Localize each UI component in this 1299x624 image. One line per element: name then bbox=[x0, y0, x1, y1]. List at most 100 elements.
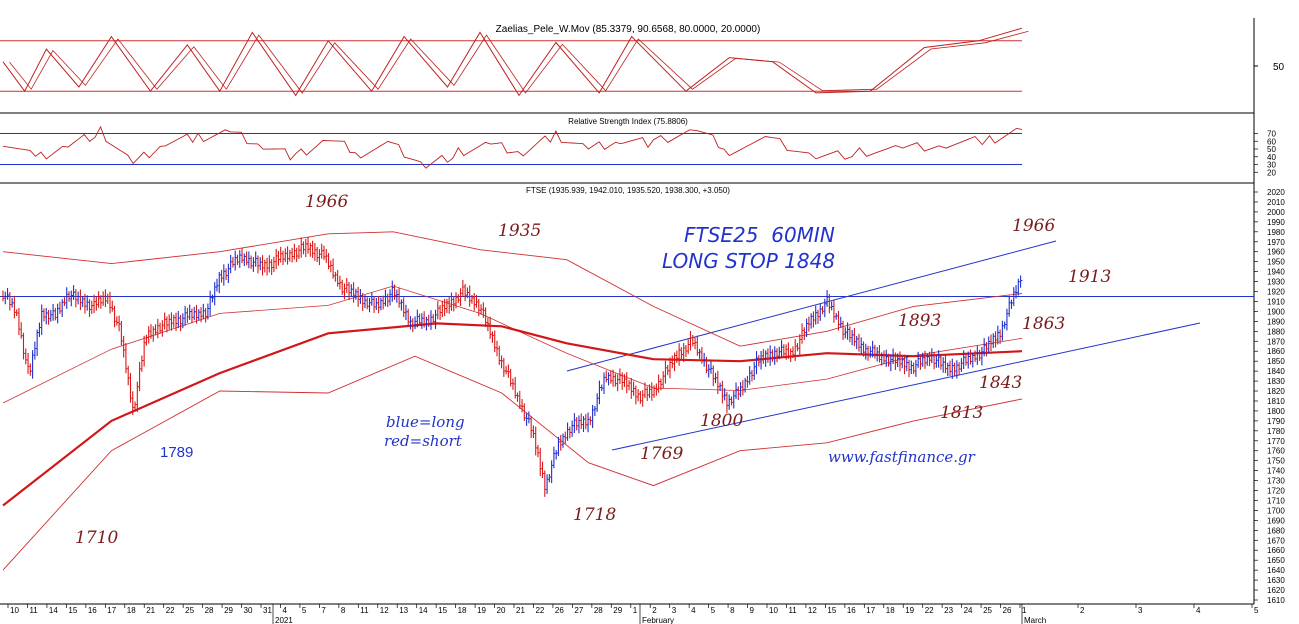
price-tick-label: 1950 bbox=[1267, 258, 1285, 267]
axes: 1610162016301640165016601670168016901700… bbox=[7, 62, 1285, 624]
x-tick-label: 8 bbox=[730, 606, 735, 615]
x-tick-label: 25 bbox=[185, 606, 194, 615]
x-tick-label: 30 bbox=[244, 606, 253, 615]
x-tick-label: 26 bbox=[555, 606, 564, 615]
x-tick-label: 4 bbox=[1196, 606, 1201, 615]
x-tick-label: 14 bbox=[419, 606, 428, 615]
x-tick-label: 24 bbox=[964, 606, 973, 615]
price-tick-label: 1970 bbox=[1267, 238, 1285, 247]
price-tick-label: 1810 bbox=[1267, 397, 1285, 406]
annotation-1800: 1800 bbox=[700, 411, 743, 431]
price-tick-label: 1750 bbox=[1267, 457, 1285, 466]
channel-upper-line bbox=[566, 240, 1057, 372]
x-tick-label: 11 bbox=[360, 606, 369, 615]
legend-red-short: red=short bbox=[384, 432, 463, 450]
x-tick-label: 17 bbox=[107, 606, 116, 615]
price-tick-label: 1930 bbox=[1267, 278, 1285, 287]
x-tick-label: 31 bbox=[263, 606, 272, 615]
frames bbox=[0, 18, 1255, 605]
x-tick-label: 1 bbox=[633, 606, 638, 615]
website-label: www.fastfinance.gr bbox=[828, 448, 976, 466]
price-tick-label: 1820 bbox=[1267, 387, 1285, 396]
x-tick-label: 19 bbox=[905, 606, 914, 615]
rsi-line bbox=[2, 125, 1023, 169]
x-tick-label: 4 bbox=[691, 606, 696, 615]
x-tick-label: 2 bbox=[652, 606, 657, 615]
x-tick-label: 7 bbox=[321, 606, 326, 615]
band-inner bbox=[2, 285, 1023, 404]
annotation-1789: 1789 bbox=[160, 444, 193, 461]
x-tick-label: 22 bbox=[535, 606, 544, 615]
annotation-1843: 1843 bbox=[979, 373, 1022, 393]
price-tick-label: 1980 bbox=[1267, 228, 1285, 237]
annotation-1769: 1769 bbox=[640, 444, 683, 464]
osc-tick-label: 50 bbox=[1273, 62, 1285, 73]
headline-ftse25: FTSE25 60MIN bbox=[684, 223, 835, 247]
x-tick-label: 26 bbox=[1003, 606, 1012, 615]
price-tick-label: 1770 bbox=[1267, 437, 1285, 446]
price-tick-label: 1640 bbox=[1267, 566, 1285, 575]
rsi-tick-label: 30 bbox=[1267, 161, 1276, 170]
x-tick-label: 10 bbox=[10, 606, 19, 615]
rsi-tick-label: 60 bbox=[1267, 137, 1276, 146]
x-tick-label: 12 bbox=[808, 606, 817, 615]
price-tick-label: 1650 bbox=[1267, 556, 1285, 565]
x-tick-label: 2 bbox=[1080, 606, 1085, 615]
x-tick-label: 14 bbox=[49, 606, 58, 615]
price-tick-label: 1990 bbox=[1267, 218, 1285, 227]
channel-lower-line bbox=[611, 322, 1201, 451]
price-tick-label: 1920 bbox=[1267, 288, 1285, 297]
annotation-1935: 1935 bbox=[498, 221, 541, 241]
price-tick-label: 1830 bbox=[1267, 377, 1285, 386]
x-tick-label: 23 bbox=[944, 606, 953, 615]
annotation-1863: 1863 bbox=[1022, 314, 1065, 334]
price-tick-label: 1670 bbox=[1267, 536, 1285, 545]
rsi-tick-label: 50 bbox=[1267, 145, 1276, 154]
price-tick-label: 1760 bbox=[1267, 447, 1285, 456]
price-tick-label: 1660 bbox=[1267, 546, 1285, 555]
band-lower bbox=[2, 355, 1023, 571]
price-pane bbox=[0, 231, 1254, 571]
legend-blue-long: blue=long bbox=[386, 413, 465, 431]
price-tick-label: 1610 bbox=[1267, 596, 1285, 605]
annotation-1966-right: 1966 bbox=[1012, 216, 1055, 236]
x-tick-label: 25 bbox=[983, 606, 992, 615]
price-tick-label: 1700 bbox=[1267, 506, 1285, 515]
x-tick-label: 16 bbox=[847, 606, 856, 615]
band-upper bbox=[2, 231, 1023, 347]
x-tick-label: 5 bbox=[1254, 606, 1259, 615]
period-label: 2021 bbox=[275, 616, 293, 624]
headline-long-stop: LONG STOP 1848 bbox=[662, 249, 835, 273]
osc-line-fast bbox=[2, 27, 1023, 97]
price-tick-label: 2020 bbox=[1267, 188, 1285, 197]
x-tick-label: 15 bbox=[68, 606, 77, 615]
x-tick-label: 22 bbox=[166, 606, 175, 615]
price-tick-label: 2010 bbox=[1267, 198, 1285, 207]
price-tick-label: 1740 bbox=[1267, 467, 1285, 476]
annotation-1718: 1718 bbox=[573, 505, 616, 525]
x-tick-label: 16 bbox=[88, 606, 97, 615]
oscillator-title: Zaelias_Pele_W.Mov (85.3379, 90.6568, 80… bbox=[496, 24, 761, 35]
x-tick-label: 4 bbox=[282, 606, 287, 615]
rsi-tick-label: 70 bbox=[1267, 130, 1276, 139]
price-tick-label: 1850 bbox=[1267, 357, 1285, 366]
x-tick-label: 3 bbox=[672, 606, 677, 615]
x-tick-label: 21 bbox=[146, 606, 155, 615]
x-tick-label: 27 bbox=[574, 606, 583, 615]
x-tick-label: 5 bbox=[302, 606, 307, 615]
rsi-title: Relative Strength Index (75.8806) bbox=[568, 117, 688, 126]
x-tick-label: 21 bbox=[516, 606, 525, 615]
x-tick-label: 18 bbox=[886, 606, 895, 615]
annotation-1893: 1893 bbox=[898, 311, 941, 331]
x-tick-label: 12 bbox=[380, 606, 389, 615]
moving-average bbox=[2, 322, 1023, 507]
price-tick-label: 1960 bbox=[1267, 248, 1285, 257]
period-label: March bbox=[1024, 616, 1046, 624]
x-tick-label: 11 bbox=[29, 606, 38, 615]
price-tick-label: 1890 bbox=[1267, 317, 1285, 326]
x-tick-label: 29 bbox=[613, 606, 622, 615]
x-tick-label: 8 bbox=[341, 606, 346, 615]
price-tick-label: 1910 bbox=[1267, 297, 1285, 306]
x-tick-label: 29 bbox=[224, 606, 233, 615]
